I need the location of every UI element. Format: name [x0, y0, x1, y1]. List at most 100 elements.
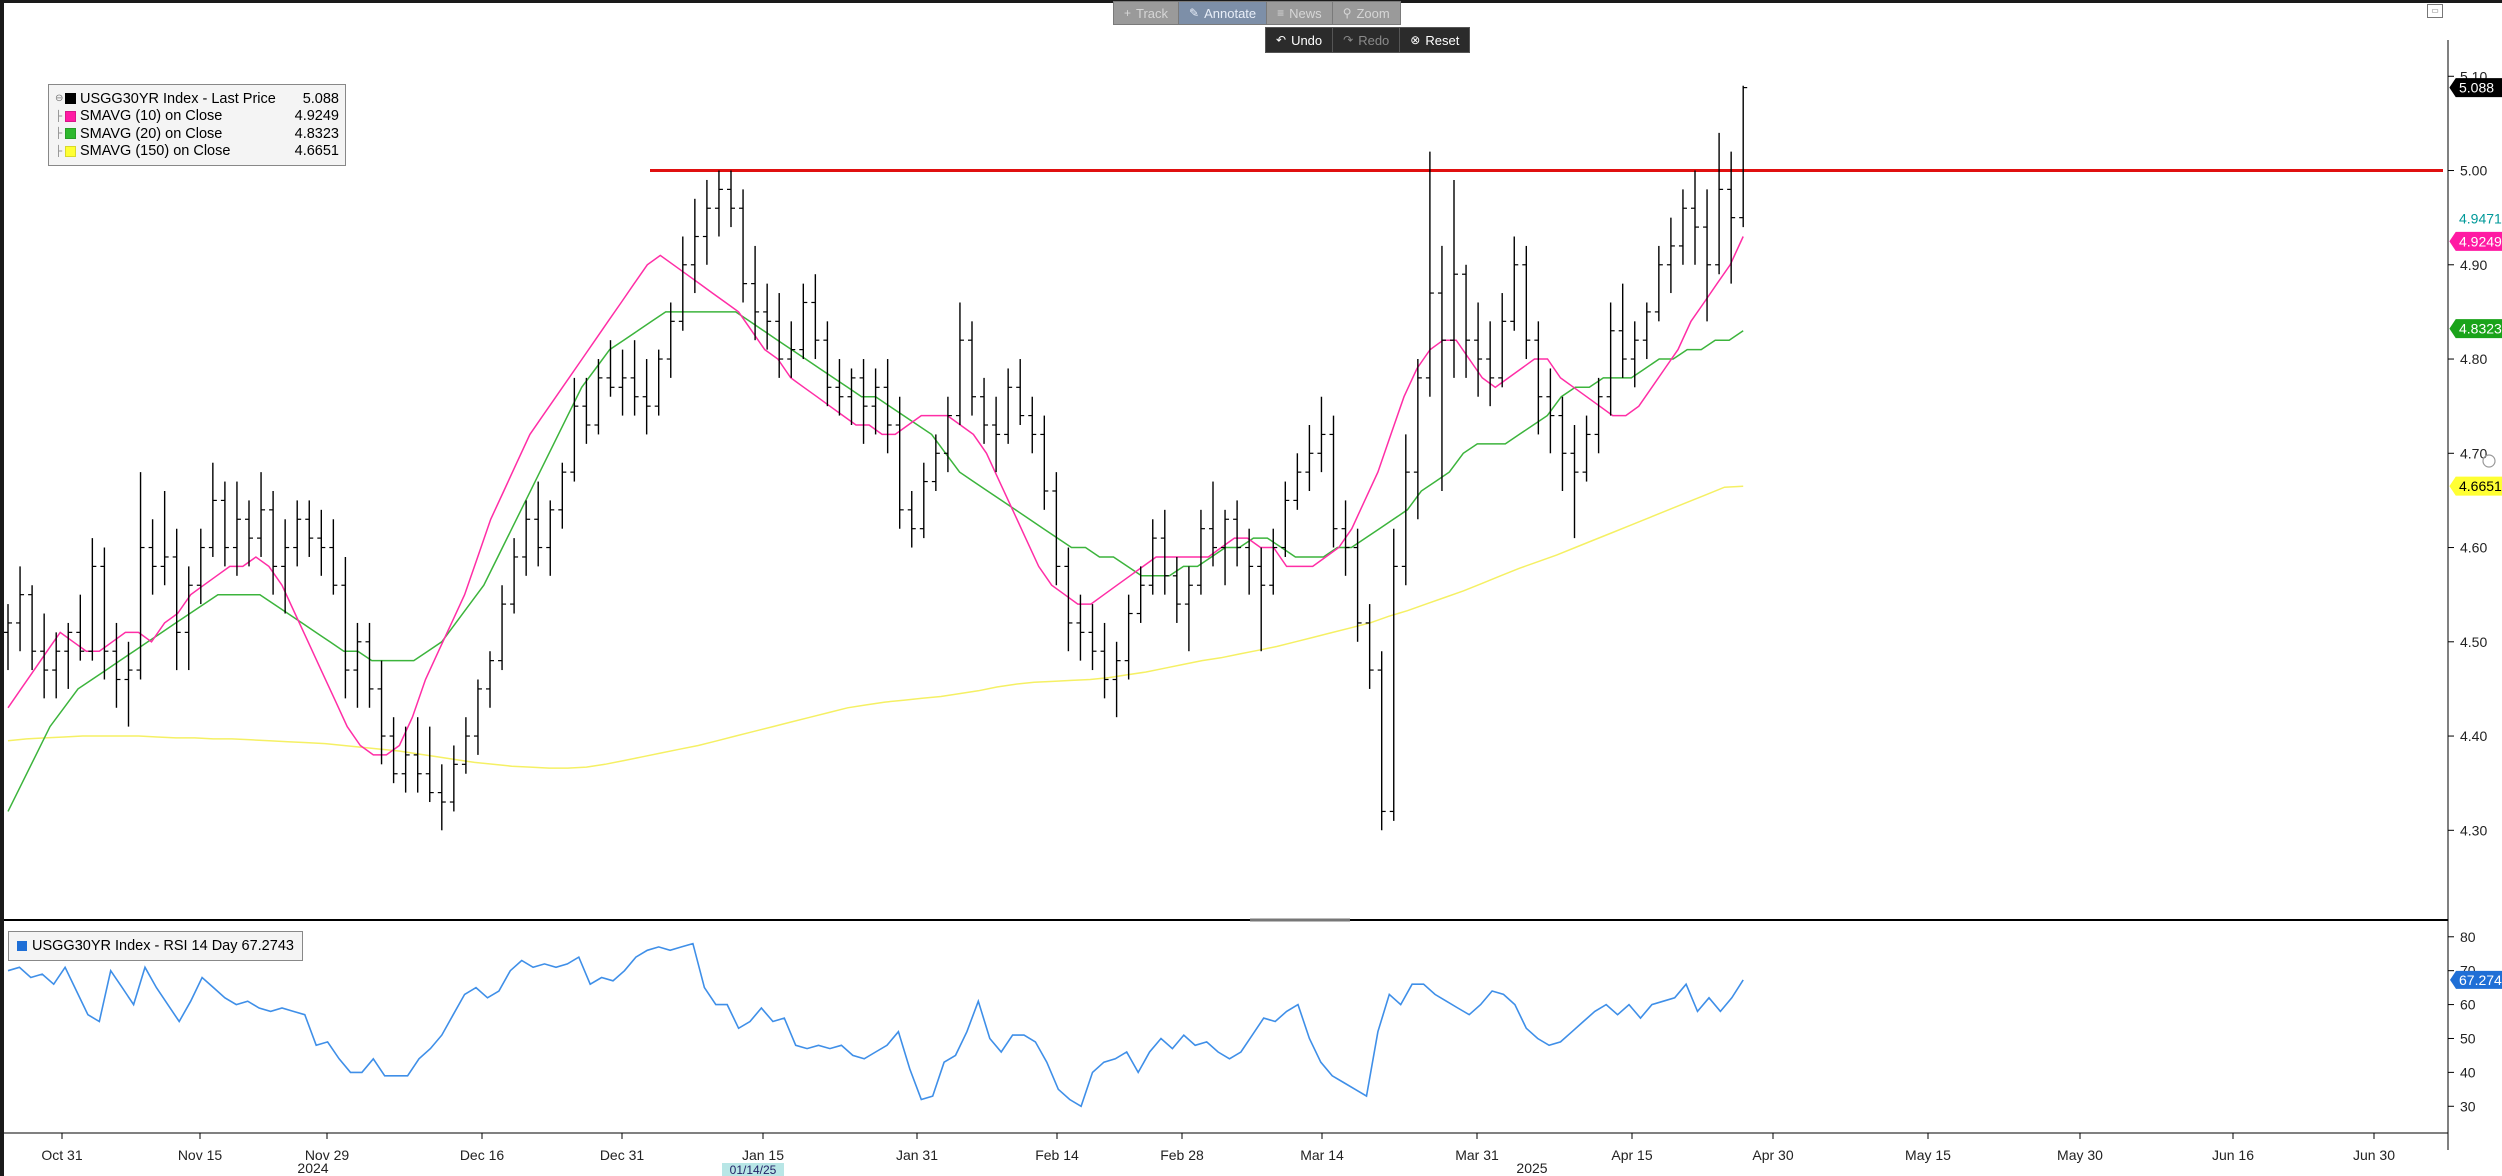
price-tag: 4.9249 [2449, 231, 2502, 251]
ohlc-bar [1052, 472, 1061, 586]
ohlc-bar [919, 462, 928, 539]
y-tick-label: 4.30 [2460, 822, 2487, 838]
legend-row[interactable]: ├ SMAVG (150) on Close 4.6651 [55, 143, 339, 161]
ohlc-bar [1425, 151, 1434, 397]
redo-button[interactable]: ↷ Redo [1333, 28, 1401, 52]
ohlc-bar [1233, 500, 1242, 567]
reset-button-label: Reset [1425, 32, 1460, 48]
ohlc-bar [582, 377, 591, 444]
y-tick-label: 4.50 [2460, 634, 2487, 650]
annotate-button[interactable]: ✎ Annotate [1179, 2, 1268, 24]
ohlc-bar [618, 349, 627, 416]
ohlc-bar [293, 500, 302, 567]
legend-row[interactable]: ├ SMAVG (20) on Close 4.8323 [55, 125, 339, 143]
ohlc-bar [245, 500, 253, 567]
x-tick-label: Nov 29 [305, 1147, 350, 1163]
undo-button[interactable]: ↶ Undo [1266, 28, 1334, 52]
news-icon: ≡ [1277, 6, 1285, 20]
x-tick-label: Jan 31 [896, 1147, 938, 1163]
ohlc-bar [1004, 368, 1013, 444]
redo-button-label: Redo [1358, 32, 1390, 48]
ohlc-bar [377, 660, 386, 765]
y-tick-label: 4.60 [2460, 540, 2487, 556]
price-tag: 4.6651 [2449, 476, 2502, 496]
ohlc-bar [702, 179, 711, 265]
ohlc-bar [148, 519, 157, 595]
legend-swatch [65, 93, 76, 105]
ohlc-bar [871, 368, 880, 435]
ohlc-bar [4, 604, 12, 671]
ohlc-bar [486, 651, 494, 708]
track-button[interactable]: + Track [1114, 2, 1180, 24]
rsi-tick-label: 30 [2460, 1098, 2476, 1114]
ohlc-bar [1269, 528, 1278, 595]
legend-label: SMAVG (20) on Close [80, 125, 223, 142]
ohlc-bar [305, 500, 314, 557]
ohlc-bar [1028, 396, 1037, 454]
ohlc-bar [510, 538, 519, 614]
legend-swatch [65, 110, 76, 122]
rsi-legend-swatch [17, 941, 27, 951]
ohlc-bar [64, 622, 73, 689]
ohlc-bar [413, 717, 422, 793]
ohlc-bar [1160, 509, 1169, 595]
ohlc-bar [1365, 604, 1374, 689]
ohlc-bar [931, 434, 940, 491]
news-button-label: News [1289, 5, 1322, 21]
svg-text:4.8323: 4.8323 [2459, 321, 2502, 337]
ohlc-bar [1570, 425, 1579, 539]
ohlc-bar [1076, 594, 1085, 661]
legend-value: 4.9249 [294, 108, 339, 125]
ohlc-bar [1389, 528, 1398, 821]
zoom-button[interactable]: ⚲ Zoom [1333, 2, 1400, 24]
price-legend[interactable]: ⊖ USGG30YR Index - Last Price 5.088 ├ SMAVG … [48, 84, 346, 166]
legend-row[interactable]: ⊖ USGG30YR Index - Last Price 5.088 [55, 90, 339, 108]
legend-label: SMAVG (10) on Close [80, 108, 223, 125]
ohlc-bar [1016, 359, 1025, 426]
ohlc-bar [100, 547, 109, 680]
tree-branch-icon: ├ [55, 128, 63, 140]
ohlc-bar [208, 462, 217, 557]
chart-toolbar-top: + Track ✎ Annotate ≡ News ⚲ Zoom [1113, 1, 1401, 25]
ohlc-bar [1413, 359, 1422, 520]
ohlc-bar [823, 321, 832, 407]
ohlc-bar [124, 641, 133, 727]
x-tick-label: Jun 16 [2212, 1147, 2254, 1163]
redo-icon: ↷ [1343, 33, 1354, 47]
ohlc-bar [353, 622, 362, 708]
ohlc-bar [895, 396, 904, 529]
ohlc-bar [1221, 509, 1230, 586]
svg-text:4.6651: 4.6651 [2459, 478, 2502, 494]
ohlc-bar [461, 717, 470, 774]
ohlc-bar [1534, 321, 1543, 435]
x-tick-label: Apr 30 [1752, 1147, 1793, 1163]
ohlc-bar [522, 500, 531, 576]
ohlc-bar [570, 377, 579, 482]
ohlc-bar [811, 274, 820, 360]
ohlc-bar [473, 679, 482, 755]
ohlc-bar [232, 481, 241, 576]
ohlc-bar [257, 472, 266, 557]
reset-button[interactable]: ⊗ Reset [1400, 28, 1469, 52]
rsi-tick-label: 50 [2460, 1030, 2476, 1046]
legend-row[interactable]: ├ SMAVG (10) on Close 4.9249 [55, 108, 339, 126]
ohlc-bar [498, 585, 507, 671]
window-menu-icon[interactable]: ▭ [2427, 4, 2443, 18]
rsi-legend[interactable]: USGG30YR Index - RSI 14 Day 67.2743 [8, 931, 303, 961]
ohlc-bar [678, 236, 687, 331]
ohlc-bar [365, 622, 374, 708]
x-tick-label: May 15 [1905, 1147, 1951, 1163]
news-button[interactable]: ≡ News [1267, 2, 1333, 24]
ohlc-bar [955, 302, 964, 426]
ohlc-bar [1341, 500, 1350, 576]
ohlc-bar [1474, 302, 1483, 397]
x-tick-label: Dec 31 [600, 1147, 645, 1163]
tree-branch-icon: ├ [55, 145, 63, 157]
collapse-icon[interactable]: ⊖ [55, 93, 64, 105]
ohlc-bar [1184, 566, 1193, 652]
sma-150-line [7, 485, 1744, 769]
ohlc-bar [172, 528, 181, 671]
y-tick-label: 4.80 [2460, 351, 2487, 367]
ohlc-bar [606, 340, 615, 397]
